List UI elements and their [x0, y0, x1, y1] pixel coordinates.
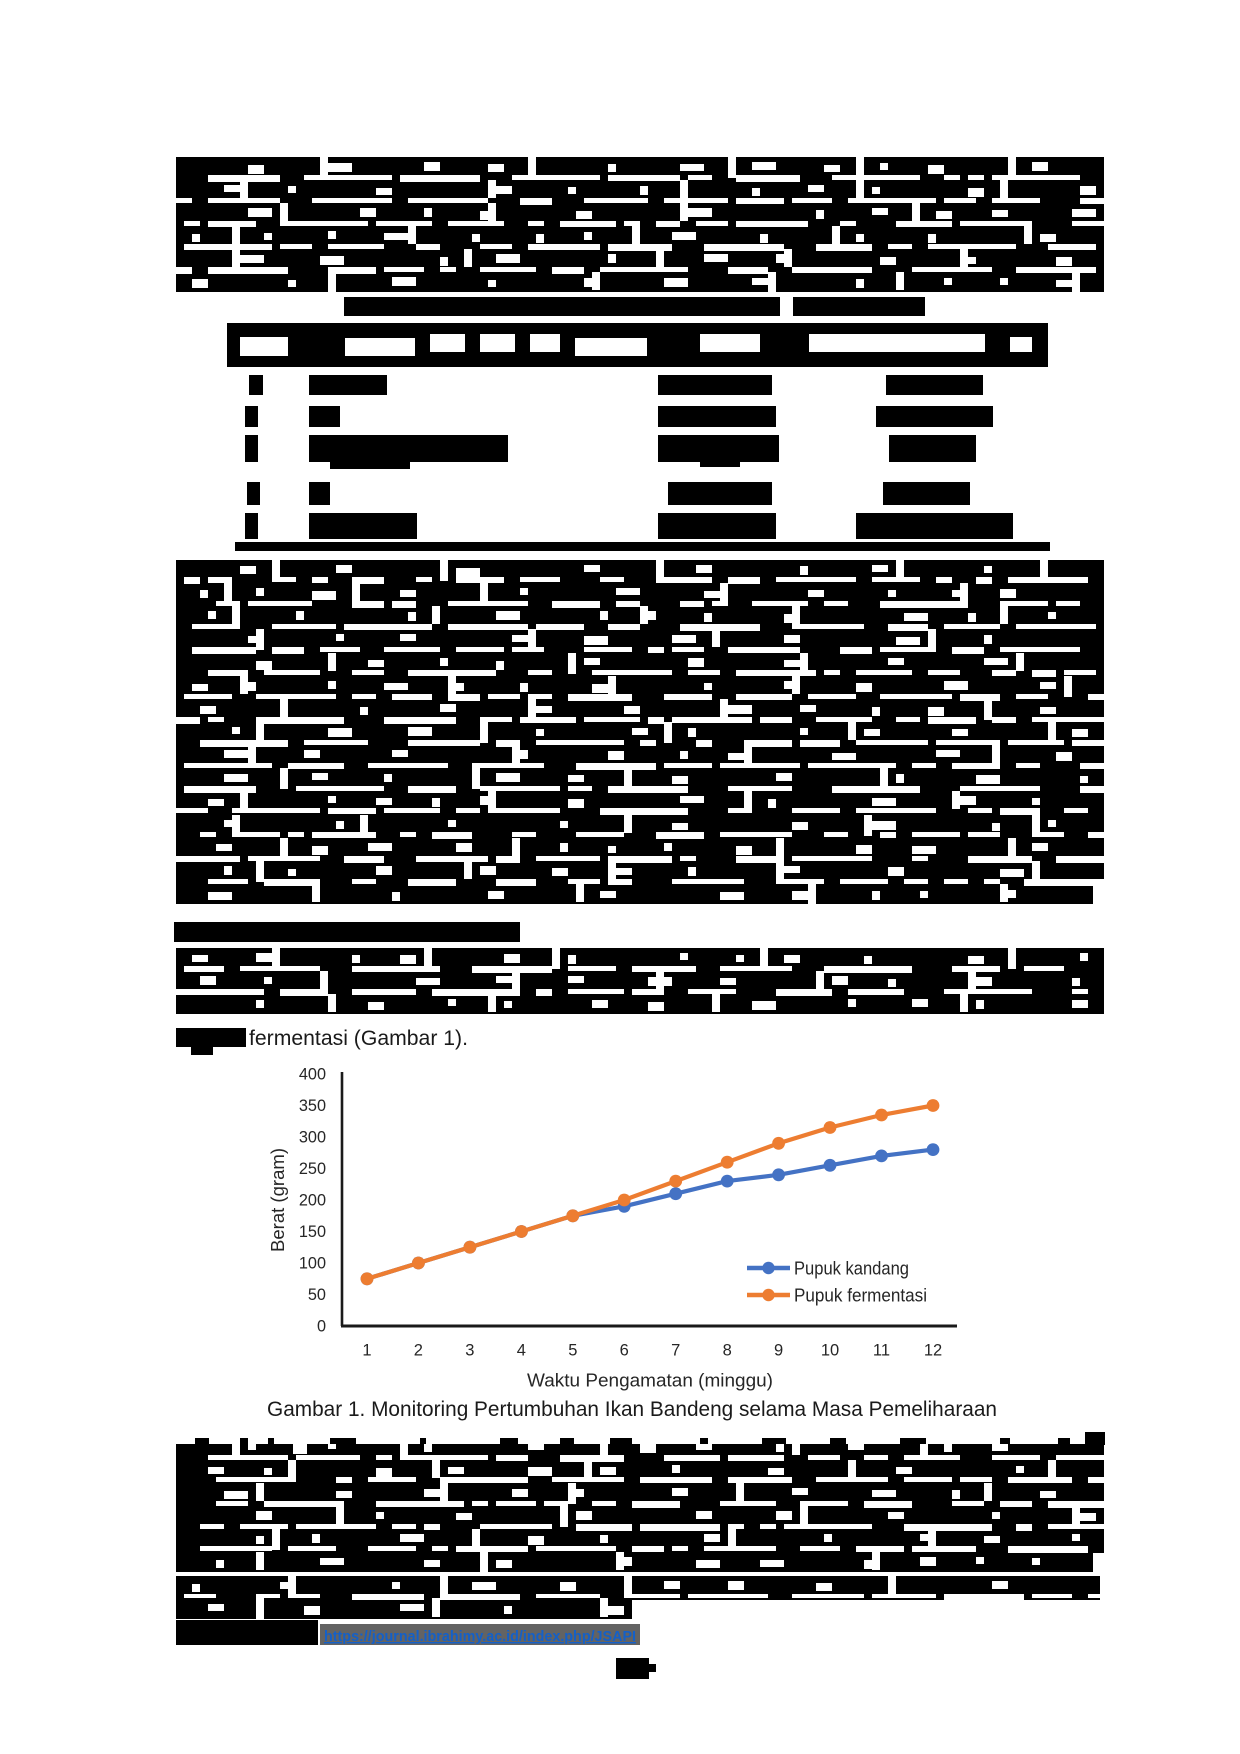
svg-text:1: 1	[362, 1342, 371, 1360]
svg-text:0: 0	[317, 1318, 326, 1336]
svg-text:Pupuk fermentasi: Pupuk fermentasi	[794, 1286, 927, 1306]
svg-text:Waktu Pengamatan (minggu): Waktu Pengamatan (minggu)	[527, 1371, 773, 1391]
svg-text:100: 100	[299, 1255, 326, 1273]
svg-text:Pupuk kandang: Pupuk kandang	[794, 1259, 909, 1279]
svg-text:350: 350	[299, 1097, 326, 1115]
svg-text:200: 200	[299, 1192, 326, 1210]
svg-text:5: 5	[568, 1342, 577, 1360]
svg-text:4: 4	[517, 1342, 526, 1360]
svg-text:6: 6	[620, 1342, 629, 1360]
svg-text:11: 11	[873, 1342, 890, 1360]
svg-text:150: 150	[299, 1223, 326, 1241]
svg-text:9: 9	[774, 1342, 783, 1360]
svg-text:3: 3	[465, 1342, 474, 1360]
svg-text:fermentasi (Gambar 1).: fermentasi (Gambar 1).	[249, 1027, 468, 1050]
svg-text:8: 8	[723, 1342, 732, 1360]
svg-text:10: 10	[821, 1342, 839, 1360]
svg-text:7: 7	[671, 1342, 680, 1360]
svg-text:50: 50	[308, 1286, 326, 1304]
svg-text:250: 250	[299, 1160, 326, 1178]
svg-text:Gambar 1. Monitoring Pertumbuh: Gambar 1. Monitoring Pertumbuhan Ikan Ba…	[267, 1398, 997, 1421]
svg-text:12: 12	[924, 1342, 942, 1360]
svg-text:300: 300	[299, 1129, 326, 1147]
svg-text:400: 400	[299, 1066, 326, 1084]
svg-text:https://journal.ibrahimy.ac.id: https://journal.ibrahimy.ac.id/index.php…	[324, 1629, 636, 1645]
svg-text:Berat (gram): Berat (gram)	[268, 1148, 288, 1252]
svg-text:2: 2	[414, 1342, 423, 1360]
